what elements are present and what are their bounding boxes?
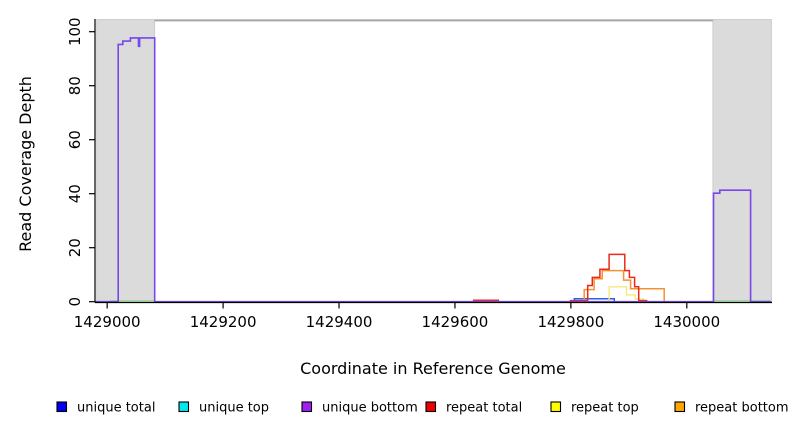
series-line-unique-bottom: [95, 37, 772, 303]
legend-swatch-unique-total: [56, 401, 68, 413]
repeat-region-right: [712, 19, 772, 303]
legend-label-repeat-top: repeat top: [571, 401, 639, 416]
y-tick-label: 0: [66, 297, 84, 307]
legend-label-repeat-bottom: repeat bottom: [695, 401, 789, 416]
axes-layer: 1429000 1429200 1429400 1429600 1429800 14300…: [66, 17, 772, 331]
x-tick-label: 1429600: [422, 313, 489, 331]
x-tick-label: 1429400: [306, 313, 373, 331]
y-tick-label: 100: [66, 17, 84, 46]
legend-swatch-unique-bottom: [301, 401, 313, 413]
legend-label-repeat-total: repeat total: [446, 401, 522, 416]
series-line-repeat-total: [569, 253, 648, 302]
series-line-repeat-bottom: [583, 269, 665, 302]
repeat-region-left: [96, 19, 156, 303]
x-axis-title: Coordinate in Reference Genome: [300, 359, 566, 378]
legend: unique total unique top unique bottom repea…: [56, 401, 789, 416]
legend-swatch-repeat-bottom: [674, 401, 686, 413]
x-tick-label: 1429800: [537, 313, 604, 331]
y-tick-label: 20: [66, 238, 84, 257]
series-layer: [95, 37, 772, 303]
shaded-regions-layer: [96, 19, 772, 303]
y-tick-label: 60: [66, 130, 84, 149]
x-tick-label: 1429200: [190, 313, 257, 331]
x-tick-label: 1430000: [653, 313, 720, 331]
legend-swatch-unique-top: [178, 401, 190, 413]
y-tick-label: 40: [66, 184, 84, 203]
y-axis-title: Read Coverage Depth: [16, 76, 35, 252]
legend-label-unique-bottom: unique bottom: [322, 401, 418, 416]
legend-label-unique-total: unique total: [77, 401, 155, 416]
x-tick-label: 1429000: [74, 313, 141, 331]
series-line-repeat-top: [608, 286, 645, 302]
legend-swatch-repeat-top: [550, 401, 562, 413]
legend-label-unique-top: unique top: [199, 401, 269, 416]
legend-swatch-repeat-total: [425, 401, 437, 413]
y-tick-label: 80: [66, 76, 84, 95]
